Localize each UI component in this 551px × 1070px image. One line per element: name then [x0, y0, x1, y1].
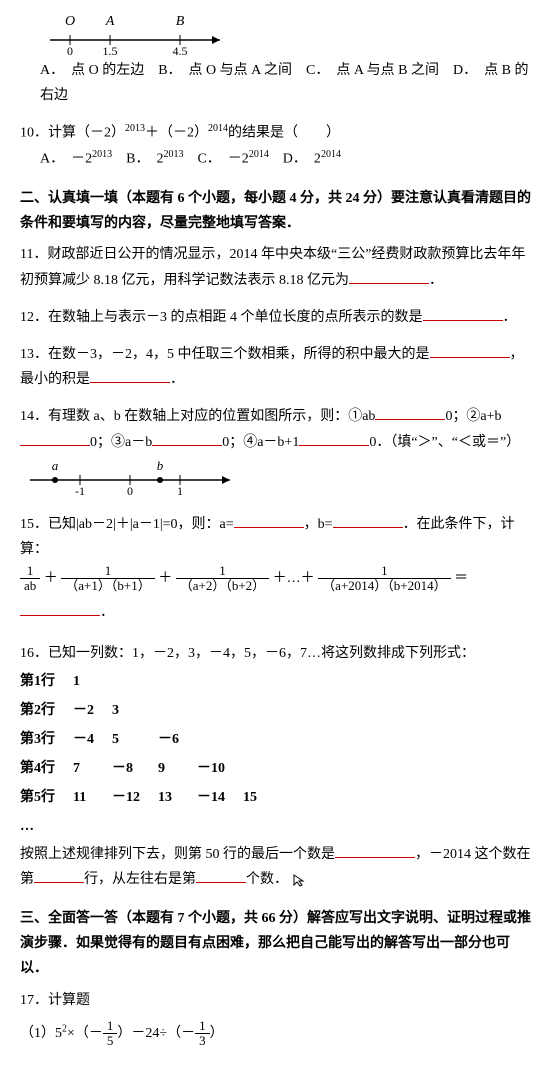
blank-q14-3: [152, 431, 222, 446]
q10-e3: 2014: [249, 149, 269, 160]
q10-stem-a: 10．计算（－2）: [20, 126, 125, 141]
q13-c: ．: [170, 372, 184, 387]
q10-e2: 2013: [163, 149, 183, 160]
q15-tail: ．: [100, 605, 114, 620]
q10-stem-b: ＋（－2）: [145, 126, 208, 141]
q16-tail: 按照上述规律排列下去，则第 50 行的最后一个数是，－2014 这个数在第行，从…: [20, 842, 531, 892]
q13-a: 13．在数－3，－2，4，5 中任取三个数相乘，所得的积中最大的是: [20, 347, 430, 362]
row-5: 第5行11－1213－1415: [20, 783, 275, 812]
cursor-icon: [292, 873, 312, 887]
blank-q13-1: [430, 343, 510, 358]
q10-e1: 2013: [92, 149, 112, 160]
row-4: 第4行7－89－10: [20, 754, 275, 783]
blank-q16-2: [34, 868, 84, 883]
blank-q14-4: [299, 431, 369, 446]
q14-c: 0；③a－b: [90, 435, 152, 450]
row-dots: …: [20, 812, 275, 841]
q16: 16．已知一列数：1，－2，3，－4，5，－6，7…将这列数排成下列形式： 第1…: [20, 641, 531, 892]
q14-e: 0．（填“＞”、“＜或＝”）: [369, 435, 520, 450]
row-3: 第3行－45－6: [20, 725, 275, 754]
q10-options: A． －22013 B． 22013 C． －22014 D． 22014: [40, 146, 531, 172]
blank-q13-2: [90, 368, 170, 383]
q13: 13．在数－3，－2，4，5 中任取三个数相乘，所得的积中最大的是，最小的积是．: [20, 342, 531, 392]
q17-1-d: ）: [210, 1026, 224, 1041]
number-line-q14: a b -1 0 1: [20, 455, 250, 500]
blank-q12: [423, 306, 503, 321]
q16-tail-d: 个数．: [246, 872, 288, 887]
q17-1-b: ×（－: [67, 1026, 103, 1041]
q10-exp2: 2014: [208, 123, 228, 134]
q11-b: ．: [429, 273, 443, 288]
q15-eqsign: ＝: [454, 571, 468, 586]
q17-1-a: （1）5: [20, 1026, 62, 1041]
blank-q16-3: [196, 868, 246, 883]
q15: 15．已知|ab－2|＋|a－1|=0，则：a=，b=．在此条件下，计算： 1a…: [20, 512, 531, 630]
blank-q16-1: [335, 843, 415, 858]
blank-q14-1: [375, 405, 445, 420]
q17-frac1: 15: [103, 1019, 118, 1049]
svg-text:1.5: 1.5: [103, 44, 118, 58]
q16-tail-a: 按照上述规律排列下去，则第 50 行的最后一个数是: [20, 847, 335, 862]
blank-q15-a: [234, 513, 304, 528]
q10: 10．计算（－2）2013＋（－2）2014的结果是（ ） A． －22013 …: [20, 120, 531, 172]
frac-2: 1（a+1）（b+1）: [61, 564, 154, 594]
svg-text:4.5: 4.5: [173, 44, 188, 58]
svg-text:B: B: [176, 14, 185, 29]
q-top: O A B 0 1.5 4.5 A． 点 O 的左边 B． 点 O 与点 A 之…: [20, 10, 531, 108]
blank-q11: [349, 269, 429, 284]
q10-stem-c: 的结果是（ ）: [228, 126, 340, 141]
q12-a: 12．在数轴上与表示－3 的点相距 4 个单位长度的点所表示的数是: [20, 310, 423, 325]
svg-text:-1: -1: [75, 484, 85, 498]
svg-text:0: 0: [127, 484, 133, 498]
q16-table: 第1行1 第2行－23 第3行－45－6 第4行7－89－10 第5行11－12…: [20, 667, 275, 842]
blank-q14-2: [20, 431, 90, 446]
frac-4: 1（a+2014）（b+2014）: [318, 564, 450, 594]
row-2: 第2行－23: [20, 696, 275, 725]
q12-b: ．: [503, 310, 517, 325]
section3-title: 三、全面答一答（本题有 7 个小题，共 66 分）解答应写出文字说明、证明过程或…: [20, 906, 531, 982]
q15-dots: ＋…＋: [273, 571, 315, 586]
q10-opt-c: C． －2: [183, 152, 248, 167]
frac-1: 1ab: [20, 564, 40, 594]
svg-text:1: 1: [177, 484, 183, 498]
q10-e4: 2014: [321, 149, 341, 160]
q15-a: 15．已知|ab－2|＋|a－1|=0，则：a=: [20, 517, 234, 532]
q11: 11．财政部近日公开的情况显示，2014 年中央本级“三公”经费财政款预算比去年…: [20, 242, 531, 292]
frac-3: 1（a+2）（b+2）: [176, 564, 269, 594]
blank-q15-ans: [20, 601, 100, 616]
q10-opt-a: A． －2: [40, 152, 92, 167]
q10-exp1: 2013: [125, 123, 145, 134]
q10-opt-b: B． 2: [112, 152, 163, 167]
svg-text:0: 0: [67, 44, 73, 58]
q14-d: 0；④a－b+1: [222, 435, 299, 450]
q10-opt-d: D． 2: [269, 152, 321, 167]
q17-frac2: 13: [195, 1019, 210, 1049]
blank-q15-b: [333, 513, 403, 528]
number-line-top: O A B 0 1.5 4.5: [20, 10, 240, 58]
svg-text:O: O: [65, 14, 75, 29]
q14: 14．有理数 a、b 在数轴上对应的位置如图所示，则：①ab 0；②a+b 0；③a…: [20, 404, 531, 499]
q15-eq: 1ab ＋ 1（a+1）（b+1） ＋ 1（a+2）（b+2） ＋…＋ 1（a+…: [20, 562, 531, 629]
q-top-options: A． 点 O 的左边 B． 点 O 与点 A 之间 C． 点 A 与点 B 之间…: [40, 58, 531, 108]
q16-tail-c: 行，从左往右是第: [84, 872, 196, 887]
q11-a: 11．财政部近日公开的情况显示，2014 年中央本级“三公”经费财政款预算比去年…: [20, 247, 525, 287]
q14-a: 14．有理数 a、b 在数轴上对应的位置如图所示，则：①ab: [20, 409, 375, 424]
q17-1-c: ）－24÷（－: [117, 1026, 195, 1041]
q16-stem: 16．已知一列数：1，－2，3，－4，5，－6，7…将这列数排成下列形式：: [20, 641, 531, 666]
section2-title: 二、认真填一填（本题有 6 个小题，每小题 4 分，共 24 分）要注意认真看清…: [20, 186, 531, 236]
svg-text:A: A: [105, 14, 115, 29]
q17: 17．计算题 （1）52×（－15）－24÷（－13）: [20, 988, 531, 1049]
svg-text:a: a: [52, 458, 59, 473]
q14-b: 0；②a+b: [445, 409, 501, 424]
q17-1: （1）52×（－15）－24÷（－13）: [20, 1019, 531, 1049]
q17-title: 17．计算题: [20, 988, 531, 1013]
q12: 12．在数轴上与表示－3 的点相距 4 个单位长度的点所表示的数是 ．: [20, 305, 531, 330]
row-1: 第1行1: [20, 667, 275, 696]
svg-text:b: b: [157, 458, 164, 473]
q15-b: ，b=: [304, 517, 333, 532]
